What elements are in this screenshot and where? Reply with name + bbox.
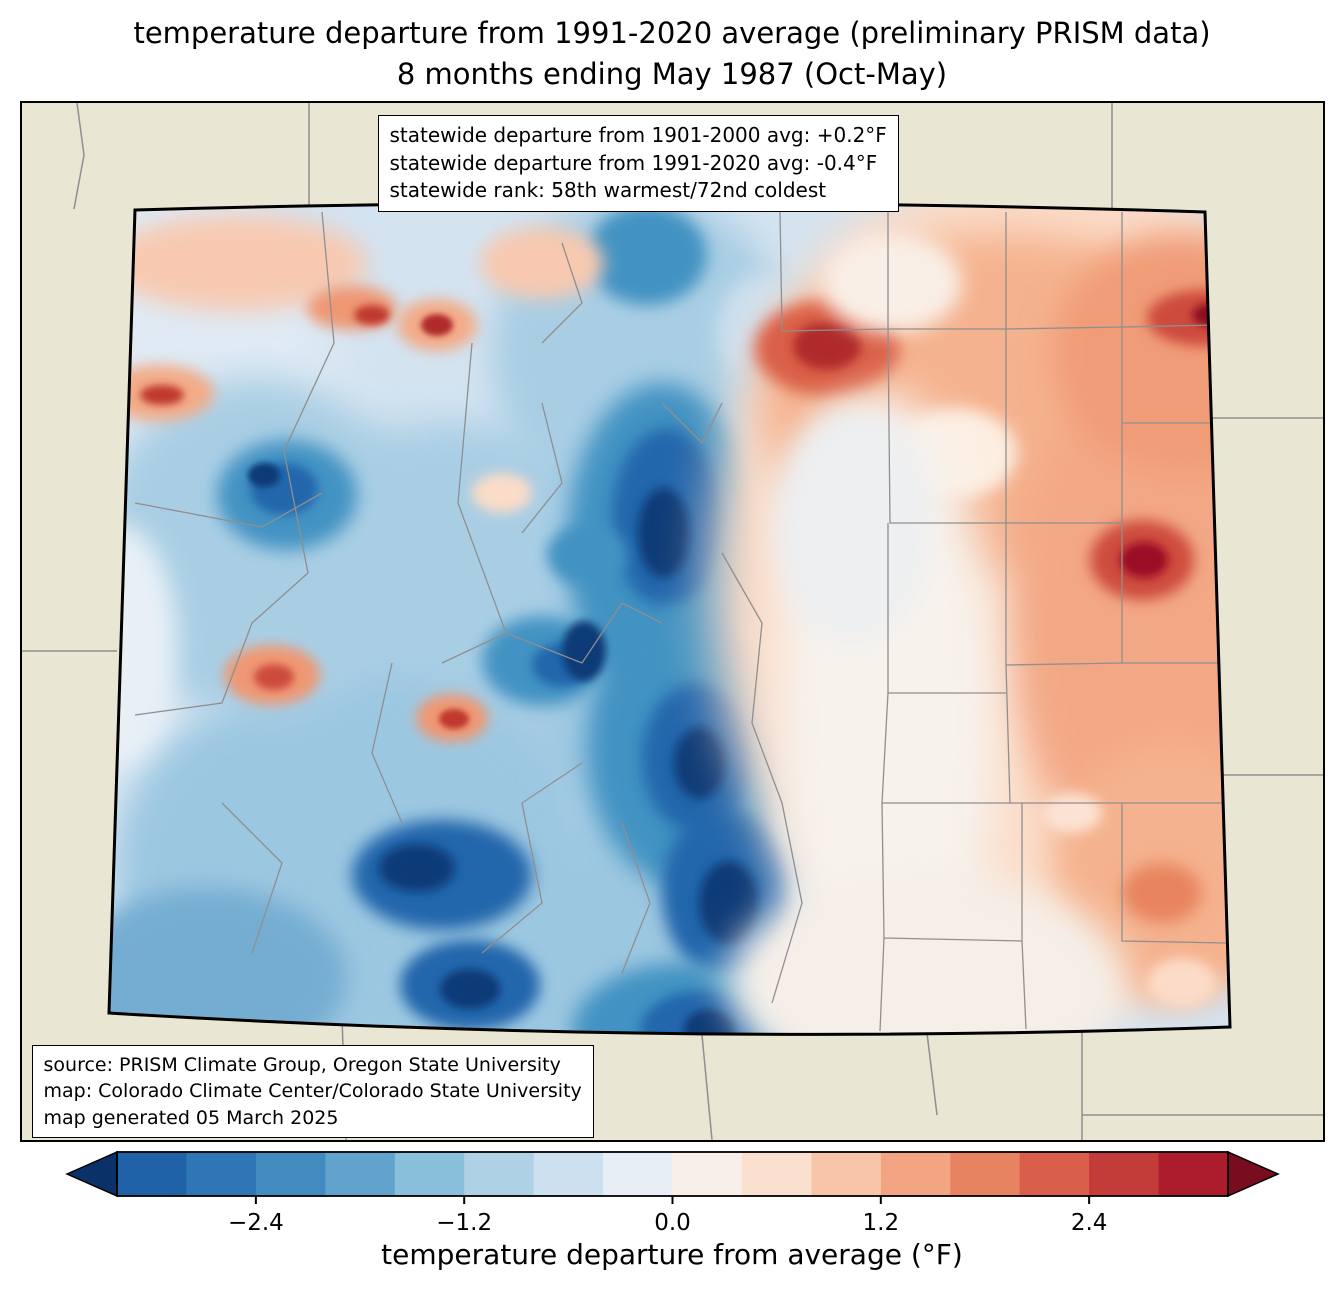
county-line: [1121, 324, 1218, 328]
anomaly-blob: [438, 709, 469, 730]
stats-line-1: statewide departure from 1901-2000 avg: …: [389, 123, 887, 148]
anomaly-blob: [673, 727, 726, 800]
anomaly-blob: [1146, 958, 1217, 1009]
anomaly-blob: [439, 969, 500, 1010]
anomaly-blob: [479, 227, 604, 300]
anomaly-blob: [378, 844, 455, 893]
colorbar-segment: [255, 1152, 326, 1197]
county-line: [221, 802, 283, 954]
county-line: [878, 938, 885, 1032]
county-line: [441, 343, 507, 664]
colorbar-segment: [1088, 1152, 1159, 1197]
colorbar-segment: [810, 1152, 881, 1197]
anomaly-blob: [561, 621, 606, 682]
county-line: [1120, 803, 1226, 944]
anomaly-blob: [546, 525, 627, 586]
anomaly-blob: [792, 322, 861, 371]
colorbar-segment: [949, 1152, 1020, 1197]
anomaly-blob: [1051, 233, 1230, 474]
colorbar-svg: −2.4 −1.2 0.0 1.2 2.4: [64, 1151, 1280, 1236]
anomaly-blob: [698, 861, 759, 946]
county-line: [520, 403, 563, 534]
source-line-2: map: Colorado Climate Center/Colorado St…: [43, 1080, 582, 1103]
colorbar-segment: [1158, 1152, 1229, 1197]
colorbar-over-arrow: [1226, 1151, 1280, 1198]
stats-box: statewide departure from 1901-2000 avg: …: [377, 115, 899, 212]
colorbar-segment: [880, 1152, 951, 1197]
anomaly-blob: [247, 463, 280, 488]
county-line: [505, 602, 662, 664]
source-line-1: source: PRISM Climate Group, Oregon Stat…: [43, 1054, 561, 1077]
county-boundaries: [134, 212, 1226, 1032]
county-line: [770, 803, 803, 1004]
colorbar-axis-label: temperature departure from average (°F): [381, 1238, 963, 1272]
stats-line-3: statewide rank: 58th warmest/72nd coldes…: [389, 178, 827, 203]
neighbor-line: [72, 103, 85, 210]
colorbar-segment: [463, 1152, 534, 1197]
anomaly-contours: [108, 203, 1230, 1035]
tick-label: −1.2: [436, 1210, 492, 1236]
colorbar-segment: [116, 1152, 187, 1197]
title-line-2: 8 months ending May 1987 (Oct-May): [396, 56, 948, 91]
county-line: [541, 242, 583, 344]
anomaly-blob: [253, 664, 294, 691]
source-line-3: map generated 05 March 2025: [43, 1106, 339, 1129]
county-line: [134, 622, 253, 716]
figure-title: temperature departure from 1991-2020 ave…: [0, 13, 1344, 94]
anomaly-blob: [1041, 793, 1102, 834]
anomaly-blob: [1121, 863, 1202, 924]
neighbor-line: [925, 1033, 938, 1116]
anomaly-blob: [139, 385, 184, 406]
tick-label: 2.4: [1070, 1210, 1107, 1236]
county-line: [720, 552, 783, 804]
colorbar-segment: [602, 1152, 673, 1197]
county-line: [251, 212, 335, 624]
county-line: [370, 663, 403, 824]
map-panel: statewide departure from 1901-2000 avg: …: [19, 101, 1325, 1143]
colorbar-segment: [533, 1152, 604, 1197]
colorbar-segment: [185, 1152, 256, 1197]
colorbar: −2.4 −1.2 0.0 1.2 2.4 temperature departure …: [64, 1150, 1280, 1272]
stats-line-2: statewide departure from 1991-2020 avg: …: [389, 150, 878, 175]
colorbar-segment: [394, 1152, 465, 1197]
anomaly-blob: [683, 1009, 736, 1035]
county-line: [481, 762, 582, 954]
neighbor-state-lines: [21, 103, 1323, 1141]
colorbar-segment: [672, 1152, 743, 1197]
anomaly-blob: [726, 873, 1127, 1035]
neighbor-line: [700, 1035, 713, 1141]
colorbar-segments: [116, 1152, 1229, 1197]
colorado-temperature-map: [21, 103, 1323, 1141]
county-line: [620, 822, 651, 974]
anomaly-blob: [586, 205, 707, 306]
anomaly-blob: [471, 473, 532, 514]
tick-label: 1.2: [862, 1210, 899, 1236]
anomaly-blob: [108, 215, 367, 312]
colorbar-segment: [324, 1152, 395, 1197]
county-line: [886, 329, 1007, 524]
anomaly-blob: [771, 403, 932, 644]
tick-label: −2.4: [227, 1210, 283, 1236]
title-line-1: temperature departure from 1991-2020 ave…: [133, 16, 1211, 50]
anomaly-blob: [420, 314, 453, 337]
anomaly-blob: [353, 305, 390, 326]
county-line: [134, 492, 322, 528]
anomaly-blob: [1006, 363, 1230, 884]
colorbar-under-arrow: [64, 1151, 118, 1198]
county-line: [778, 212, 889, 332]
county-line: [1020, 941, 1027, 1030]
anomaly-blob: [821, 233, 962, 334]
anomaly-blob: [1191, 303, 1230, 328]
county-line: [661, 402, 723, 445]
colorbar-ticks: −2.4 −1.2 0.0 1.2 2.4: [227, 1196, 1107, 1236]
colorbar-segment: [741, 1152, 812, 1197]
source-box: source: PRISM Climate Group, Oregon Stat…: [31, 1045, 594, 1138]
anomaly-blob: [1119, 542, 1168, 579]
tick-label: 0.0: [654, 1210, 691, 1236]
colorbar-segment: [1019, 1152, 1090, 1197]
anomaly-blob: [637, 488, 690, 579]
